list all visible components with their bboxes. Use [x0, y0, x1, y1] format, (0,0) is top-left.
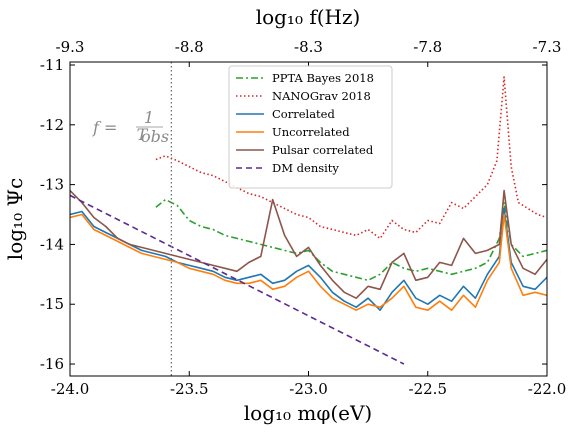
y-tick-label: -15 — [40, 295, 64, 313]
legend: PPTA Bayes 2018 NANOGrav 2018 Correlated Un… — [228, 65, 393, 189]
x-tick-label: -23.5 — [170, 380, 208, 398]
legend-box — [228, 65, 393, 189]
annotation-numerator: 1 — [144, 108, 154, 127]
top-x-tick-label: -9.3 — [56, 38, 85, 56]
y-tick-label: -14 — [40, 235, 64, 253]
series-line-nanograv-2018 — [155, 76, 547, 240]
y-axis-title: log₁₀ Ψc — [3, 178, 27, 260]
top-x-axis-title: log₁₀ f(Hz) — [256, 5, 361, 29]
top-x-tick-label: -7.8 — [413, 38, 442, 56]
series-line-uncorrelated — [70, 213, 547, 312]
series-layer — [70, 76, 547, 365]
series-line-dm-density — [70, 194, 405, 365]
annotation-denominator-sub: obs — [141, 127, 169, 146]
y-tick-label: -16 — [40, 355, 64, 373]
legend-label: Pulsar correlated — [272, 143, 374, 157]
axes-layer: -24.0 -23.5 -23.0 -22.5 -22.0 -9.3 -8.8 -8.3 -7.… — [40, 38, 566, 398]
x-axis-title: log₁₀ mφ(eV) — [244, 401, 373, 425]
annotation-f-label: f = — [92, 118, 117, 137]
x-tick-label: -24.0 — [51, 380, 89, 398]
series-line-pulsar-correlated — [70, 189, 547, 300]
top-x-tick-label: -7.3 — [533, 38, 562, 56]
x-tick-label: -23.0 — [289, 380, 327, 398]
series-line-correlated — [70, 207, 547, 312]
legend-label: Uncorrelated — [272, 125, 350, 139]
y-tick-label: -13 — [40, 176, 64, 194]
x-tick-label: -22.0 — [528, 380, 566, 398]
series-line-ppta-bayes-2018 — [155, 198, 547, 282]
legend-label: PPTA Bayes 2018 — [272, 71, 374, 85]
top-x-tick-label: -8.3 — [294, 38, 323, 56]
top-x-tick-label: -8.8 — [175, 38, 204, 56]
legend-label: Correlated — [272, 107, 335, 121]
legend-label: NANOGrav 2018 — [272, 89, 371, 103]
y-tick-label: -11 — [40, 56, 64, 74]
legend-label: DM density — [272, 161, 339, 175]
annotation-denominator: T — [137, 125, 149, 144]
x-tick-label: -22.5 — [409, 380, 447, 398]
annotation-f-1-over-tobs: f = 1 T obs — [92, 108, 169, 146]
y-tick-label: -12 — [40, 116, 64, 134]
